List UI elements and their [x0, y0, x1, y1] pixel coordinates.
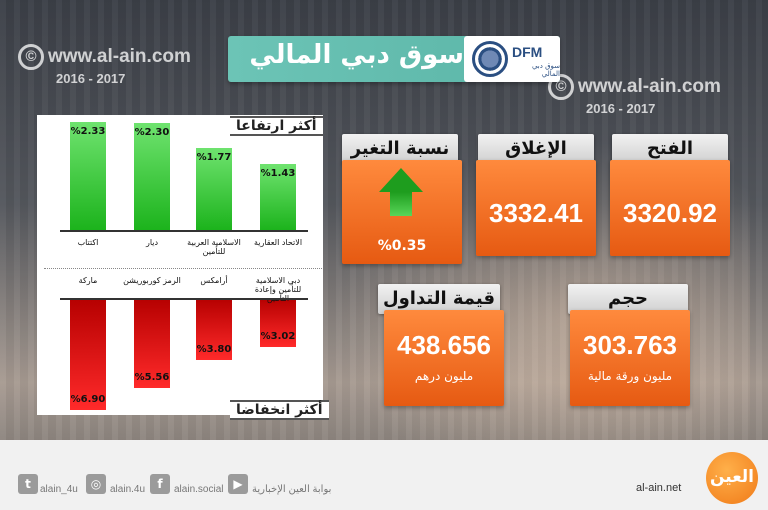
page-title: سوق دبي المالي — [249, 40, 464, 70]
gainer-bar — [196, 147, 232, 230]
loser-bar — [196, 298, 232, 360]
open-label: الفتح — [612, 134, 728, 164]
facebook-handle[interactable]: alain.social — [174, 484, 224, 495]
gainer-name: الاسلامية العربية للتأمين — [187, 238, 241, 256]
change-label: نسبة التغير — [342, 134, 458, 164]
youtube-channel[interactable]: بوابة العين الإخبارية — [252, 484, 332, 495]
loser-value: %6.90 — [70, 394, 106, 405]
facebook-icon[interactable]: f — [150, 474, 170, 494]
top-losers-label: أكثر انخفاضا — [230, 400, 329, 420]
alain-logo: العين — [706, 452, 758, 504]
close-value: 3332.41 — [489, 198, 583, 228]
watermark-left: © www.al-ain.com 2016 - 2017 — [18, 44, 191, 88]
dfm-emblem-icon — [472, 41, 508, 77]
gainer-value: %2.30 — [134, 127, 170, 139]
volume-unit: مليون ورقة مالية — [587, 369, 673, 383]
change-value: %0.35 — [377, 238, 427, 254]
twitter-icon[interactable]: t — [18, 474, 38, 494]
dfm-logo: DFM سوق دبي المالي — [464, 36, 560, 82]
loser-name: أرامكس — [200, 276, 228, 285]
gainer-name: اكتتاب — [77, 238, 99, 247]
gainers-baseline — [60, 230, 308, 232]
chart-divider — [44, 268, 322, 269]
close-box: 3332.41 — [476, 160, 596, 256]
turnover-box: 438.656 مليون درهم — [384, 310, 504, 406]
instagram-handle[interactable]: alain.4u — [110, 484, 146, 495]
loser-value: %3.02 — [260, 331, 296, 343]
youtube-icon[interactable]: ▶ — [228, 474, 248, 494]
loser-value: %3.80 — [196, 343, 232, 355]
loser-value: %5.56 — [134, 372, 170, 384]
loser-bar — [260, 298, 296, 348]
loser-name: الرمز كوربوريشن — [123, 276, 181, 285]
gainer-name: ديار — [145, 238, 159, 247]
change-box: %0.35 — [342, 160, 462, 264]
top-gainers-label: أكثر ارتفاعا — [230, 116, 323, 136]
turnover-value: 438.656 — [397, 330, 491, 360]
gainer-bar — [70, 122, 106, 230]
gainer-bar — [134, 123, 170, 230]
gainer-name: الاتحاد العقارية — [253, 238, 303, 247]
gainer-bar — [260, 163, 296, 230]
gainer-value: %1.77 — [196, 151, 232, 163]
gainer-value: %1.43 — [260, 167, 296, 179]
copyright-icon: © — [18, 44, 44, 70]
close-label: الإغلاق — [478, 134, 594, 164]
gainer-value: %2.33 — [70, 126, 106, 137]
loser-bar — [70, 298, 106, 410]
copyright-icon: © — [548, 74, 574, 100]
footer — [0, 440, 768, 510]
twitter-handle[interactable]: alain_4u — [40, 484, 78, 495]
open-value: 3320.92 — [623, 198, 717, 228]
loser-name: ماركة — [78, 276, 98, 285]
losers-baseline — [60, 298, 308, 300]
volume-value: 303.763 — [583, 330, 677, 360]
watermark-right: © www.al-ain.com 2016 - 2017 — [548, 74, 721, 118]
open-box: 3320.92 — [610, 160, 730, 256]
loser-bar — [134, 298, 170, 389]
site-url[interactable]: al-ain.net — [636, 482, 682, 494]
turnover-unit: مليون درهم — [414, 369, 474, 383]
up-arrow-icon — [379, 168, 423, 192]
volume-box: 303.763 مليون ورقة مالية — [570, 310, 690, 406]
turnover-label: قيمة التداول — [378, 284, 500, 314]
instagram-icon[interactable]: ◎ — [86, 474, 106, 494]
